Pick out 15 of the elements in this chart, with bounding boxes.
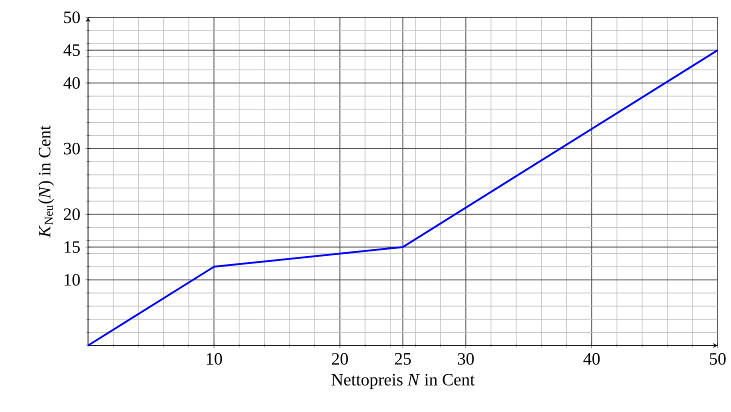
y-tick-label: 20 <box>64 208 80 220</box>
x-tick-label: 10 <box>206 352 222 365</box>
x-tick-label: 30 <box>458 352 474 365</box>
x-tick-label: 25 <box>394 352 411 365</box>
y-tick-label: 50 <box>64 11 80 24</box>
y-tick-label: 15 <box>64 241 80 253</box>
y-tick-label: 45 <box>63 44 80 56</box>
x-axis-title: Nettopreis N in Cent <box>331 374 475 389</box>
x-tick-label: 20 <box>332 352 348 365</box>
x-tick-label: 40 <box>583 352 600 365</box>
y-tick-label: 30 <box>64 142 80 154</box>
y-tick-label: 40 <box>63 77 80 89</box>
y-axis-title: K$_{Neu}$(N) in Cent <box>38 125 54 238</box>
y-tick-label: 10 <box>64 274 80 286</box>
x-tick-label: 50 <box>710 352 726 365</box>
